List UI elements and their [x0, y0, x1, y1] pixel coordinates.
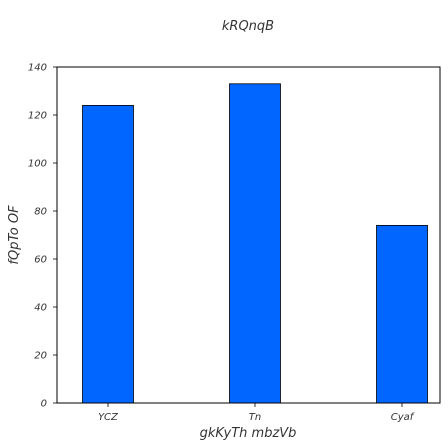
y-tick-label: 20 — [34, 351, 47, 362]
x-tick-label-tn: Tn — [249, 412, 261, 423]
bar-tn — [229, 83, 281, 404]
y-axis-label: fQpTo OF — [7, 205, 22, 265]
y-tick-label: 0 — [41, 399, 47, 410]
chart-title: kRQnqB — [222, 19, 274, 34]
x-tick-label-ycz: YCZ — [98, 412, 119, 423]
x-axis-label: gkKyTh mbzVb — [200, 426, 297, 441]
y-tick-label: 100 — [28, 159, 47, 170]
plot-frame — [56, 66, 441, 404]
y-axis-ticks: 0 20 40 60 80 100 120 140 — [28, 63, 57, 410]
y-tick-label: 80 — [34, 207, 47, 218]
y-tick-label: 60 — [34, 255, 47, 266]
y-tick-label: 40 — [34, 303, 47, 314]
x-axis-ticks: YCZ Tn Cyaf — [98, 403, 415, 423]
y-tick-label: 120 — [28, 111, 47, 122]
x-tick-label-cyaf: Cyaf — [391, 412, 415, 423]
bars-group — [82, 83, 428, 404]
bar-ycz — [82, 105, 134, 404]
bar-cyaf — [376, 224, 428, 404]
y-tick-label: 140 — [28, 63, 47, 74]
